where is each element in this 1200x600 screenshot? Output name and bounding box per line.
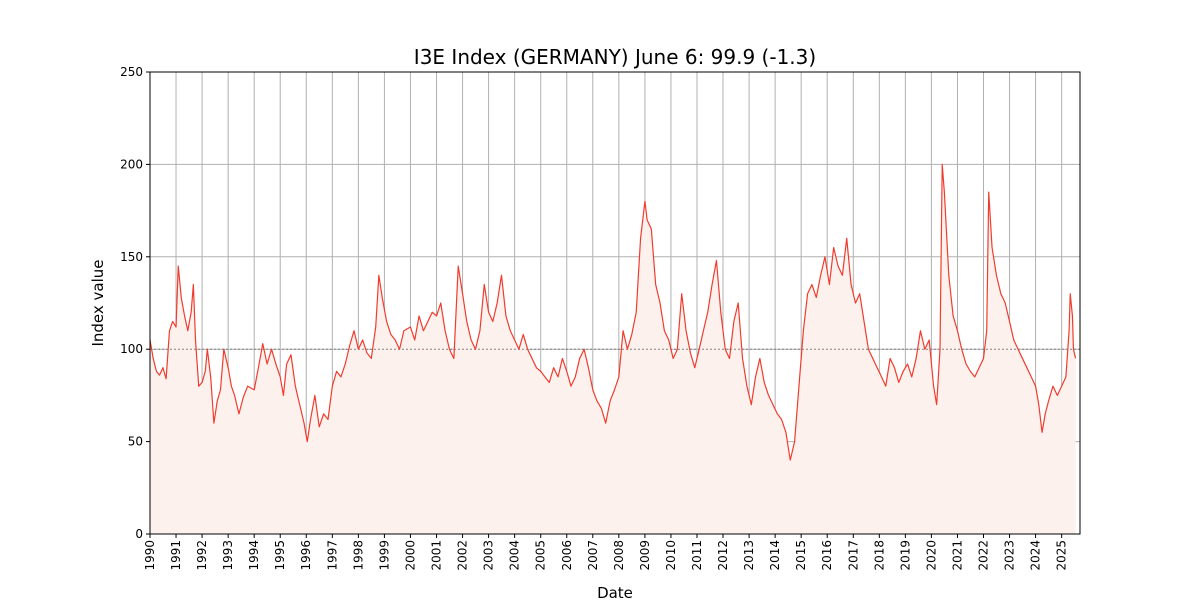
x-tick-label: 2007 [586, 540, 600, 571]
x-tick-label: 2017 [846, 540, 860, 571]
y-tick-label: 50 [128, 435, 143, 449]
x-axis: 1990 1991 1992 1993 1994 1995 1996 1997 1998 1999… [143, 534, 1069, 571]
x-tick-label: 2019 [898, 540, 912, 571]
plot-frame [149, 71, 1081, 535]
x-tick-label: 2000 [403, 540, 417, 571]
x-tick-label: 2008 [612, 540, 626, 571]
x-tick-label: 2020 [924, 540, 938, 571]
x-tick-label: 2011 [690, 540, 704, 571]
x-tick-label: 2013 [742, 540, 756, 571]
y-tick-label: 100 [120, 342, 143, 356]
x-tick-label: 2001 [430, 540, 444, 571]
y-axis: 0 50 100 150 200 250 [120, 65, 150, 541]
x-tick-label: 2002 [456, 540, 470, 571]
x-tick-label: 1997 [325, 540, 339, 571]
x-tick-label: 2009 [638, 540, 652, 571]
x-tick-label: 1990 [143, 540, 157, 571]
y-tick-label: 200 [120, 157, 143, 171]
x-tick-label: 2023 [1003, 540, 1017, 571]
x-tick-label: 2012 [716, 540, 730, 571]
area-fill [150, 164, 1076, 534]
series-line-layer [149, 163, 1077, 461]
x-tick-label: 2004 [508, 540, 522, 571]
series-line [149, 163, 1077, 461]
x-tick-label: 2022 [977, 540, 991, 571]
y-tick-label: 150 [120, 250, 143, 264]
x-tick-label: 1996 [299, 540, 313, 571]
chart-title: I3E Index (GERMANY) June 6: 99.9 (-1.3) [414, 45, 816, 69]
x-tick-label: 2006 [560, 540, 574, 571]
x-tick-label: 2024 [1029, 540, 1043, 571]
x-tick-label: 2018 [872, 540, 886, 571]
x-tick-label: 1991 [169, 540, 183, 571]
x-axis-title: Date [597, 584, 633, 600]
x-tick-label: 2014 [768, 540, 782, 571]
x-tick-label: 1992 [195, 540, 209, 571]
x-tick-label: 2025 [1055, 540, 1069, 571]
x-tick-label: 2005 [534, 540, 548, 571]
y-axis-title: Index value [89, 259, 107, 346]
x-tick-label: 1995 [273, 540, 287, 571]
x-tick-label: 2010 [664, 540, 678, 571]
x-tick-label: 2003 [482, 540, 496, 571]
x-tick-label: 2015 [794, 540, 808, 571]
x-tick-label: 1999 [377, 540, 391, 571]
area-fill-path [150, 164, 1076, 534]
x-tick-label: 2021 [950, 540, 964, 571]
x-tick-label: 2016 [820, 540, 834, 571]
x-tick-label: 1998 [351, 540, 365, 571]
y-tick-label: 0 [135, 527, 143, 541]
x-tick-label: 1994 [247, 540, 261, 571]
y-tick-label: 250 [120, 65, 143, 79]
x-tick-label: 1993 [221, 540, 235, 571]
